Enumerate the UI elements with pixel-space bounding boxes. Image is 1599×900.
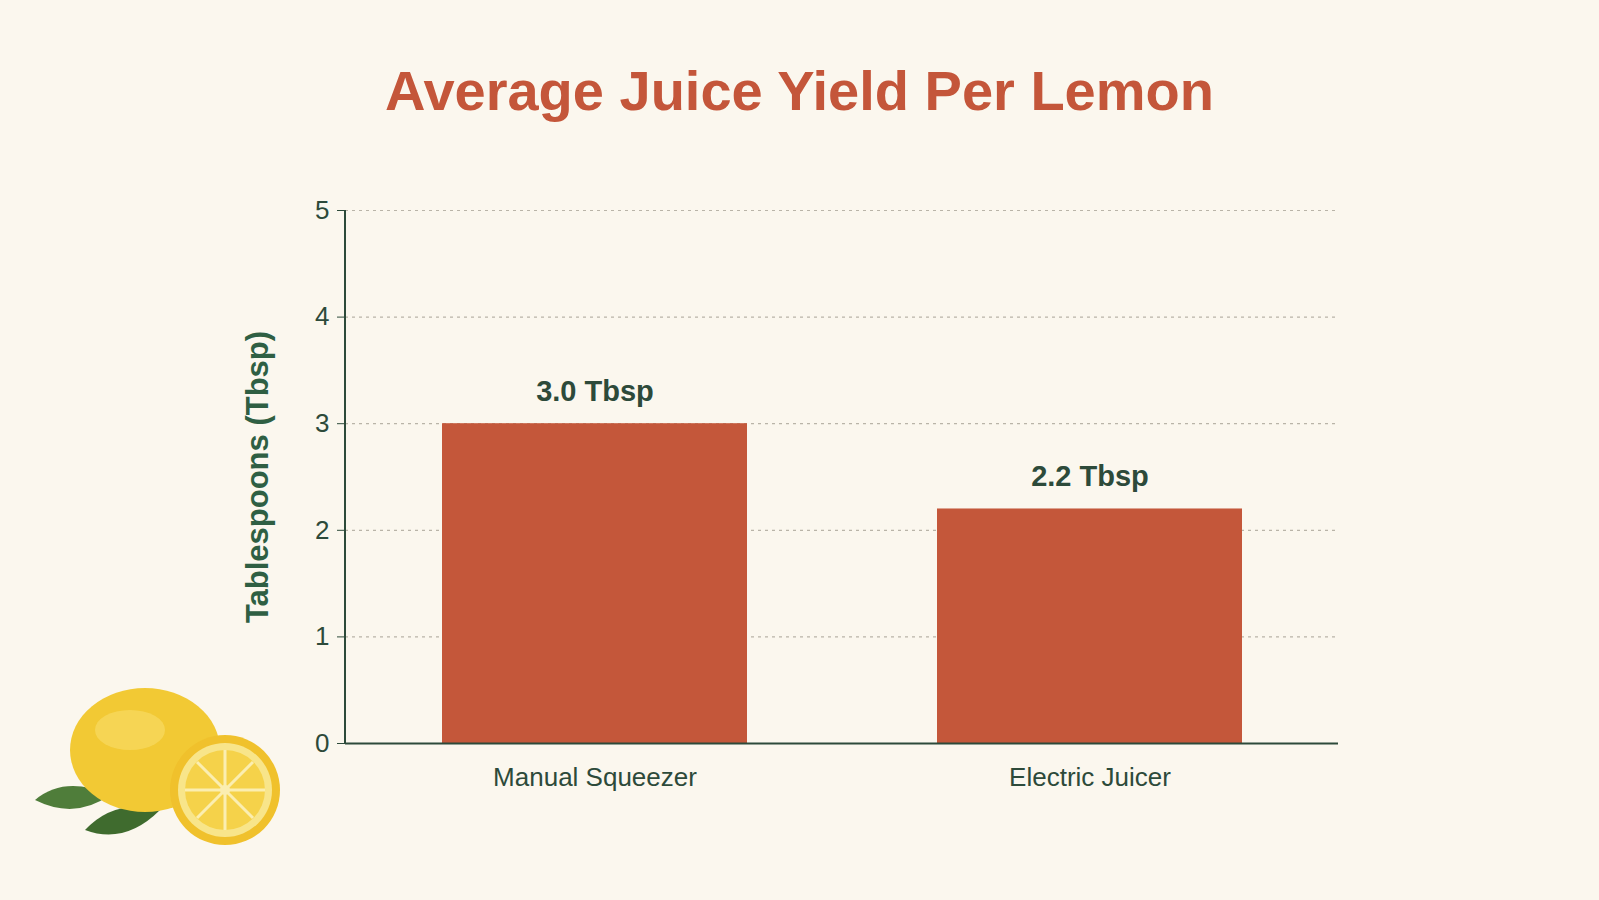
svg-text:2.2 Tbsp: 2.2 Tbsp: [1031, 460, 1149, 492]
svg-text:Tablespoons (Tbsp): Tablespoons (Tbsp): [240, 331, 275, 623]
svg-text:3.0 Tbsp: 3.0 Tbsp: [536, 375, 654, 407]
svg-text:5: 5: [315, 195, 329, 225]
svg-text:3: 3: [315, 408, 329, 438]
html-text:Average Juice Yield Per Lemon: Average Juice Yield Per Lemon: [385, 58, 1214, 122]
svg-text:Manual Squeezer: Manual Squeezer: [493, 762, 697, 792]
svg-text:Electric Juicer: Electric Juicer: [1009, 762, 1171, 792]
svg-text:4: 4: [315, 301, 329, 331]
svg-text:0: 0: [315, 728, 329, 758]
svg-text:2: 2: [315, 515, 329, 545]
svg-text:1: 1: [315, 621, 329, 651]
